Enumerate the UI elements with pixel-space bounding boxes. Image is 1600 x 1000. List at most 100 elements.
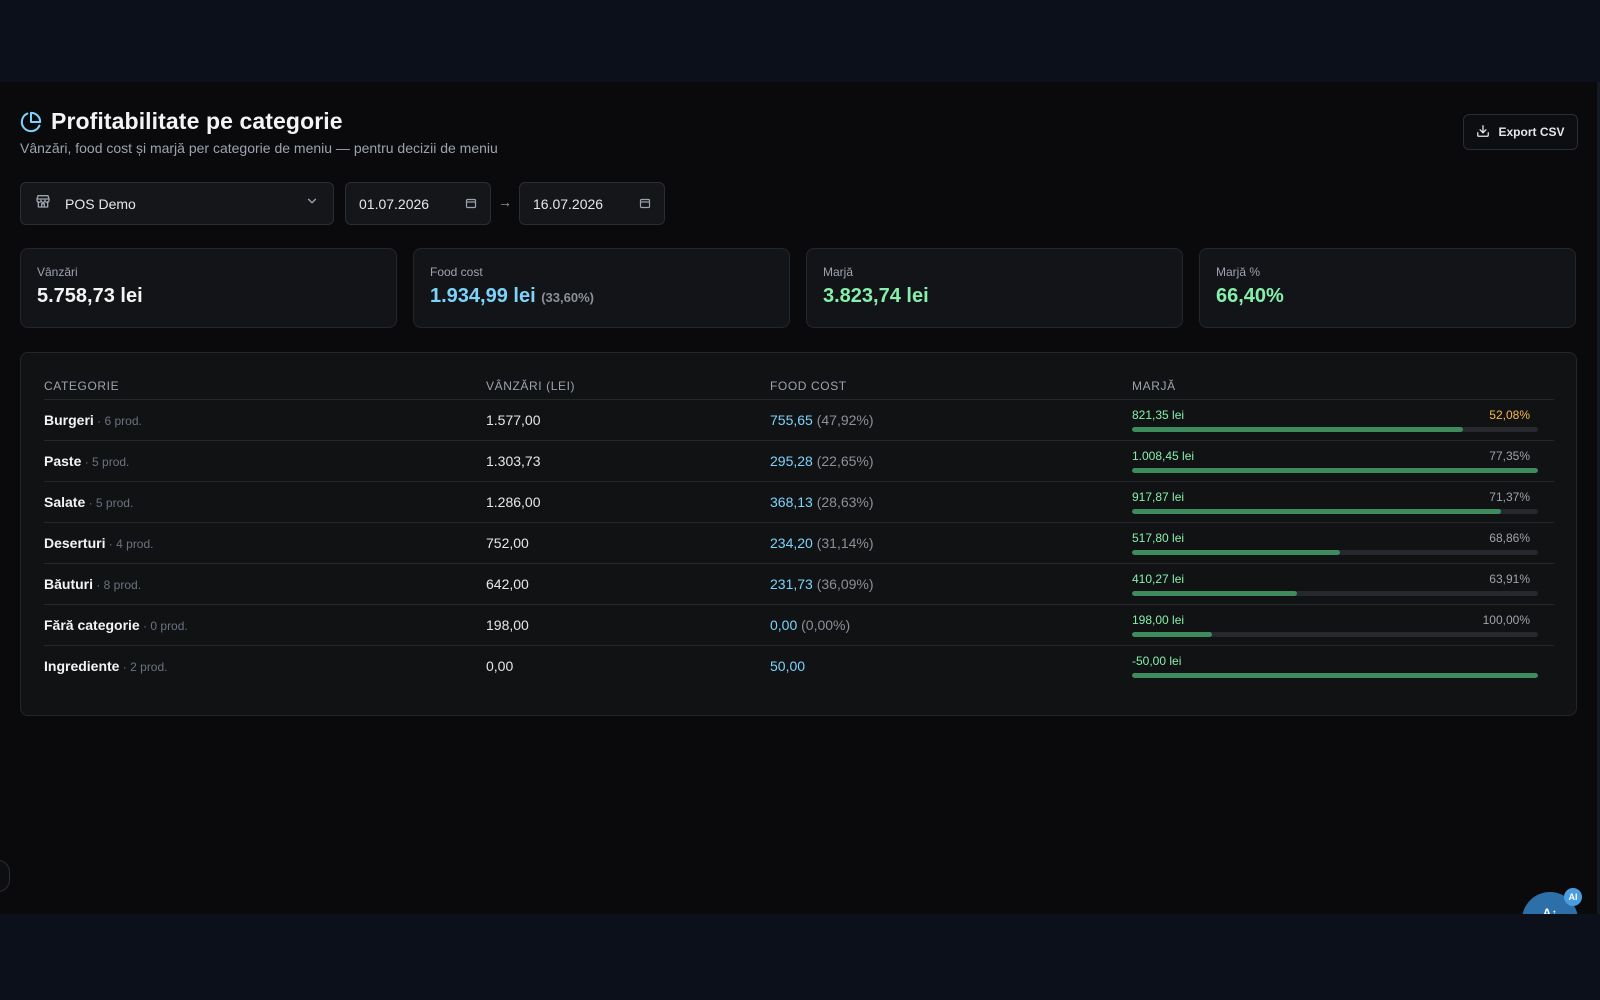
category-cell: Fără categorie · 0 prod. — [44, 617, 188, 633]
download-icon — [1476, 124, 1490, 141]
food-cost-cell: 231,73 (36,09%) — [770, 576, 874, 592]
sales-cell: 1.303,73 — [486, 453, 541, 469]
category-name: Burgeri — [44, 412, 94, 428]
sales-cell: 198,00 — [486, 617, 529, 633]
category-cell: Deserturi · 4 prod. — [44, 535, 154, 551]
margin-value: 821,35 lei — [1132, 408, 1185, 422]
bottom-bar-right — [1500, 914, 1600, 1000]
product-count: · 2 prod. — [119, 660, 168, 674]
margin-bar — [1132, 673, 1538, 678]
product-count: · 5 prod. — [81, 455, 130, 469]
category-name: Ingrediente — [44, 658, 120, 674]
kpi-margin-pct-label: Marjă % — [1216, 265, 1261, 279]
main-panel: Profitabilitate pe categorie Vânzări, fo… — [0, 82, 1597, 914]
food-cost-value: 755,65 — [770, 412, 813, 428]
margin-bar — [1132, 509, 1538, 514]
margin-percent: 52,08% — [1489, 408, 1530, 422]
kpi-margin-pct-value: 66,40% — [1216, 285, 1284, 307]
food-cost-value: 0,00 — [770, 617, 798, 633]
margin-bar — [1132, 427, 1538, 432]
sales-cell: 0,00 — [486, 658, 514, 674]
column-header-sales: VÂNZĂRI (LEI) — [486, 379, 576, 393]
location-select[interactable]: POS Demo — [20, 182, 334, 225]
category-name: Băuturi — [44, 576, 93, 592]
column-header-food-cost: FOOD COST — [770, 379, 847, 393]
sales-cell: 642,00 — [486, 576, 529, 592]
category-name: Paste — [44, 453, 82, 469]
food-cost-cell: 50,00 — [770, 658, 805, 674]
product-count: · 8 prod. — [93, 578, 142, 592]
food-cost-value: 231,73 — [770, 576, 813, 592]
bottom-bar — [0, 914, 1600, 1000]
product-count: · 0 prod. — [139, 619, 188, 633]
date-to-input[interactable]: 16.07.2026 — [519, 182, 665, 225]
calendar-icon[interactable] — [465, 196, 477, 212]
kpi-sales-value: 5.758,73 lei — [37, 285, 143, 307]
food-cost-cell: 368,13 (28,63%) — [770, 494, 874, 510]
table-row[interactable]: Burgeri · 6 prod. 1.577,00 755,65 (47,92%)… — [44, 399, 1554, 441]
table-row[interactable]: Paste · 5 prod. 1.303,73 295,28 (22,65%) 1.… — [44, 440, 1554, 482]
kpi-margin-value: 3.823,74 lei — [823, 285, 929, 307]
margin-percent: 71,37% — [1489, 490, 1530, 504]
page-title: Profitabilitate pe categorie — [51, 108, 343, 134]
margin-percent: 100,00% — [1482, 613, 1530, 627]
kpi-sales-card: Vânzări 5.758,73 lei — [20, 248, 397, 328]
ai-badge: AI — [1564, 888, 1582, 906]
kpi-margin-pct-card: Marjă % 66,40% — [1199, 248, 1576, 328]
margin-value: 1.008,45 lei — [1132, 449, 1195, 463]
margin-bar — [1132, 468, 1538, 473]
location-select-value: POS Demo — [65, 195, 136, 212]
margin-value: 517,80 lei — [1132, 531, 1185, 545]
category-cell: Ingrediente · 2 prod. — [44, 658, 168, 674]
margin-bar — [1132, 632, 1538, 637]
kpi-food-cost-value: 1.934,99 lei — [430, 285, 536, 307]
top-bar — [0, 0, 1600, 82]
export-csv-label: Export CSV — [1498, 125, 1565, 139]
margin-percent: 63,91% — [1489, 572, 1530, 586]
sidebar-toggle[interactable] — [0, 860, 10, 892]
category-cell: Salate · 5 prod. — [44, 494, 133, 510]
margin-bar-fill — [1132, 468, 1538, 473]
date-from-input[interactable]: 01.07.2026 — [345, 182, 491, 225]
food-cost-value: 234,20 — [770, 535, 813, 551]
table-row[interactable]: Ingrediente · 2 prod. 0,00 50,00 -50,00 lei — [44, 645, 1554, 687]
export-csv-button[interactable]: Export CSV — [1463, 114, 1578, 150]
sales-cell: 1.286,00 — [486, 494, 541, 510]
food-cost-percent: (47,92%) — [812, 412, 874, 428]
margin-bar-fill — [1132, 550, 1341, 555]
margin-bar-fill — [1132, 591, 1298, 596]
category-name: Deserturi — [44, 535, 106, 551]
margin-value: 410,27 lei — [1132, 572, 1185, 586]
kpi-food-cost-percent: (33,60%) — [541, 290, 594, 305]
food-cost-cell: 234,20 (31,14%) — [770, 535, 874, 551]
table-row[interactable]: Deserturi · 4 prod. 752,00 234,20 (31,14%)… — [44, 522, 1554, 564]
margin-bar-fill — [1132, 509, 1502, 514]
margin-bar — [1132, 591, 1538, 596]
sales-cell: 752,00 — [486, 535, 529, 551]
category-cell: Paste · 5 prod. — [44, 453, 129, 469]
table-row[interactable]: Salate · 5 prod. 1.286,00 368,13 (28,63%) 9… — [44, 481, 1554, 523]
table-row[interactable]: Fără categorie · 0 prod. 198,00 0,00 (0,00… — [44, 604, 1554, 646]
margin-percent: 77,35% — [1489, 449, 1530, 463]
kpi-margin-card: Marjă 3.823,74 lei — [806, 248, 1183, 328]
store-icon — [35, 193, 51, 214]
margin-value: 198,00 lei — [1132, 613, 1185, 627]
product-count: · 5 prod. — [85, 496, 134, 510]
column-header-category: CATEGORIE — [44, 379, 120, 393]
calendar-icon[interactable] — [639, 196, 651, 212]
category-name: Salate — [44, 494, 86, 510]
food-cost-percent: (0,00%) — [797, 617, 851, 633]
food-cost-percent: (36,09%) — [812, 576, 874, 592]
product-count: · 4 prod. — [105, 537, 154, 551]
food-cost-cell: 755,65 (47,92%) — [770, 412, 874, 428]
margin-percent: 68,86% — [1489, 531, 1530, 545]
product-count: · 6 prod. — [93, 414, 142, 428]
category-name: Fără categorie — [44, 617, 140, 633]
food-cost-percent: (22,65%) — [812, 453, 874, 469]
pie-chart-icon — [20, 111, 42, 133]
date-from-value: 01.07.2026 — [359, 195, 430, 212]
page-header: Profitabilitate pe categorie — [20, 108, 343, 135]
food-cost-value: 50,00 — [770, 658, 806, 674]
date-range-arrow: → — [498, 194, 512, 210]
table-row[interactable]: Băuturi · 8 prod. 642,00 231,73 (36,09%) 41… — [44, 563, 1554, 605]
